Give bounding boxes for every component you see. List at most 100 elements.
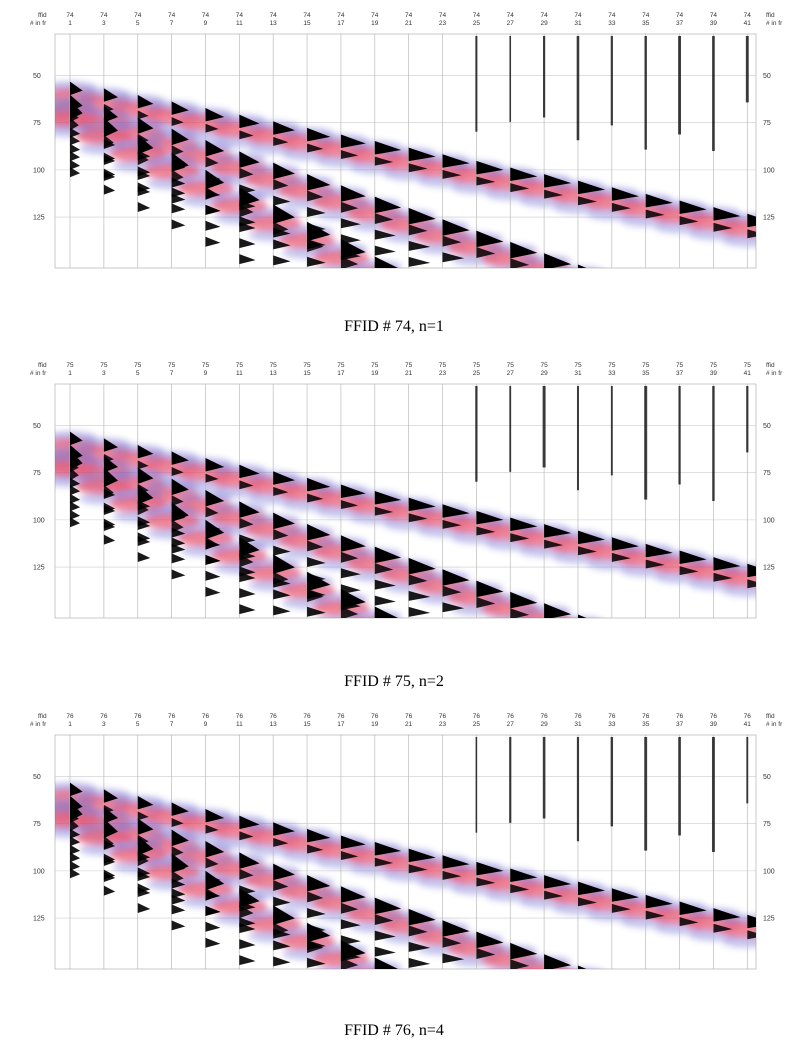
ffid-label: 75 bbox=[303, 362, 311, 369]
wiggle-peak bbox=[273, 905, 295, 925]
wiggle-peak bbox=[374, 213, 394, 225]
wiggle-peak bbox=[442, 936, 462, 948]
wiggle-peak bbox=[239, 905, 254, 919]
trace-noise bbox=[610, 737, 614, 827]
wiggle-peak bbox=[374, 595, 396, 606]
wiggle-peak bbox=[273, 863, 295, 881]
ffid-label: 74 bbox=[66, 12, 74, 19]
trace-number-label: 29 bbox=[540, 20, 548, 27]
ffid-label: 76 bbox=[134, 713, 142, 720]
ffid-label: 74 bbox=[642, 12, 650, 19]
wiggle-peak bbox=[137, 484, 154, 505]
wiggle-peak bbox=[442, 235, 462, 247]
trace-number-label: 35 bbox=[642, 20, 650, 27]
trace-noise bbox=[543, 36, 546, 118]
wiggle-peak bbox=[137, 467, 154, 484]
trace-noise bbox=[712, 386, 715, 501]
wiggle-peak bbox=[713, 222, 733, 232]
wiggle-peak bbox=[205, 841, 225, 858]
wiggle-peak bbox=[273, 571, 289, 585]
ffid-label: 76 bbox=[574, 713, 582, 720]
wiggle-peak bbox=[239, 923, 256, 934]
wiggle-peak bbox=[137, 134, 154, 155]
trace-group bbox=[69, 735, 756, 969]
wiggle-peak bbox=[239, 852, 260, 869]
y-tick-label-right: 125 bbox=[763, 565, 775, 572]
ffid-label: 76 bbox=[540, 713, 548, 720]
trace-noise bbox=[678, 36, 682, 135]
wiggle-peak bbox=[239, 517, 254, 529]
wiggle-peak bbox=[307, 477, 331, 492]
wiggle-peak bbox=[239, 604, 256, 615]
wiggle-peak bbox=[171, 451, 189, 465]
wiggle-peak bbox=[307, 143, 324, 153]
trace-number-label: 5 bbox=[136, 20, 140, 27]
wiggle-peak bbox=[510, 868, 538, 882]
wiggle-peak bbox=[273, 922, 289, 936]
wiggle-peak bbox=[510, 167, 538, 181]
caption-3: FFID # 76, n=4 bbox=[344, 1022, 444, 1039]
trace-number-label: 33 bbox=[608, 370, 616, 377]
trace-number-label: 31 bbox=[574, 20, 582, 27]
y-tick-label-left: 50 bbox=[33, 423, 41, 430]
y-tick-label-left: 50 bbox=[33, 774, 41, 781]
ffid-label: 75 bbox=[371, 362, 379, 369]
ffid-label: 75 bbox=[270, 362, 278, 369]
wiggle-peak bbox=[476, 246, 496, 258]
wiggle-peak bbox=[205, 905, 221, 916]
wiggle-peak bbox=[340, 185, 366, 202]
wiggle-peak bbox=[239, 815, 260, 830]
wiggle-peak bbox=[205, 570, 221, 581]
ffid-label: 75 bbox=[202, 362, 210, 369]
wiggle-peak bbox=[273, 545, 291, 556]
trace-number-label: 33 bbox=[608, 721, 616, 728]
header-label-in-fr: # in fr bbox=[30, 20, 47, 27]
wiggle-peak bbox=[747, 213, 756, 228]
ffid-label: 74 bbox=[168, 12, 176, 19]
trace-number-label: 21 bbox=[405, 20, 413, 27]
wiggle-peak bbox=[205, 123, 219, 133]
wiggle-peak bbox=[374, 957, 399, 969]
wiggle-peak bbox=[340, 218, 361, 229]
wiggle-peak bbox=[645, 910, 665, 920]
trace-group bbox=[69, 384, 756, 618]
wiggle-peak bbox=[408, 147, 436, 162]
wiggle-peak bbox=[70, 467, 79, 481]
wiggle-peak bbox=[476, 160, 504, 175]
wiggle-peak bbox=[171, 853, 189, 873]
wiggle-peak bbox=[307, 493, 324, 503]
wiggle-peak bbox=[544, 890, 564, 900]
wiggle-peak bbox=[577, 180, 606, 195]
wiggle-peak bbox=[70, 493, 81, 504]
wiggle-peak bbox=[103, 467, 119, 488]
caption-1: FFID # 74, n=1 bbox=[344, 318, 444, 335]
wiggle-peak bbox=[70, 100, 83, 120]
wiggle-peak bbox=[239, 955, 256, 966]
wiggle-peak bbox=[307, 190, 324, 202]
wiggle-peak bbox=[171, 187, 186, 198]
wiggle-peak bbox=[408, 908, 436, 926]
trace-number-label: 39 bbox=[710, 20, 718, 27]
wiggle-peak bbox=[408, 864, 428, 874]
wiggle-peak bbox=[70, 167, 81, 178]
wiggle-peak bbox=[205, 857, 219, 869]
ffid-label: 76 bbox=[100, 713, 108, 720]
ffid-label: 74 bbox=[134, 12, 142, 19]
wiggle-peak bbox=[510, 517, 538, 531]
trace-noise bbox=[610, 36, 613, 126]
wiggle-peak bbox=[239, 254, 256, 265]
wiggle-peak bbox=[171, 553, 186, 564]
wiggle-peak bbox=[340, 902, 359, 914]
wiggle-peak bbox=[374, 506, 394, 516]
wiggle-peak bbox=[307, 571, 331, 592]
trace-noise bbox=[678, 737, 681, 836]
wiggle-peak bbox=[442, 602, 465, 613]
wiggle-peak bbox=[307, 256, 326, 267]
wiggle-peak bbox=[103, 117, 119, 138]
positive-energy-blob bbox=[718, 921, 756, 938]
ffid-label: 74 bbox=[202, 12, 210, 19]
wiggle-peak bbox=[747, 563, 756, 578]
ffid-label: 74 bbox=[303, 12, 311, 19]
wiggle-peak bbox=[205, 140, 225, 157]
trace-number-label: 15 bbox=[303, 370, 311, 377]
